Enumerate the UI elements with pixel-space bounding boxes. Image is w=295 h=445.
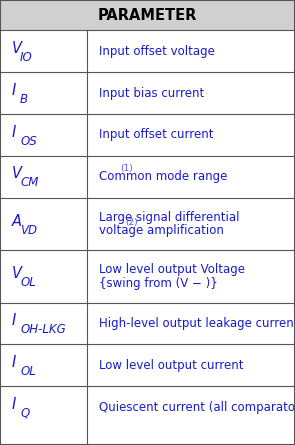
Text: I: I (12, 83, 16, 98)
Text: B: B (20, 93, 28, 106)
Text: Q: Q (20, 407, 30, 420)
Text: {swing from (V − )}: {swing from (V − )} (99, 276, 218, 290)
Text: High-level output leakage current: High-level output leakage current (99, 317, 295, 330)
Text: OL: OL (20, 365, 36, 378)
Text: Low level output Voltage: Low level output Voltage (99, 263, 245, 276)
Text: V: V (12, 41, 22, 56)
Text: Input offset current: Input offset current (99, 128, 213, 142)
Text: A: A (12, 214, 22, 229)
Text: VD: VD (20, 223, 37, 237)
Text: V: V (12, 166, 22, 182)
Bar (0, 0, 295, 30)
Text: (1): (1) (121, 164, 133, 173)
Text: IO: IO (20, 51, 33, 64)
Text: I: I (12, 355, 16, 370)
Text: OL: OL (20, 276, 36, 289)
Text: Input bias current: Input bias current (99, 86, 204, 100)
Text: Large signal differential: Large signal differential (99, 210, 239, 224)
Text: Quiescent current (all comparators): Quiescent current (all comparators) (99, 400, 295, 414)
Text: PARAMETER: PARAMETER (98, 8, 197, 23)
Text: I: I (12, 313, 16, 328)
Text: Input offset voltage: Input offset voltage (99, 44, 215, 58)
Text: voltage amplification: voltage amplification (99, 224, 224, 237)
Text: I: I (12, 125, 16, 140)
Text: (2): (2) (126, 218, 138, 227)
Text: V: V (12, 266, 22, 281)
Text: Common mode range: Common mode range (99, 170, 227, 183)
Text: Low level output current: Low level output current (99, 359, 243, 372)
Text: CM: CM (20, 176, 38, 190)
Text: I: I (12, 397, 16, 412)
Text: OS: OS (20, 134, 37, 148)
Text: OH-LKG: OH-LKG (20, 323, 66, 336)
